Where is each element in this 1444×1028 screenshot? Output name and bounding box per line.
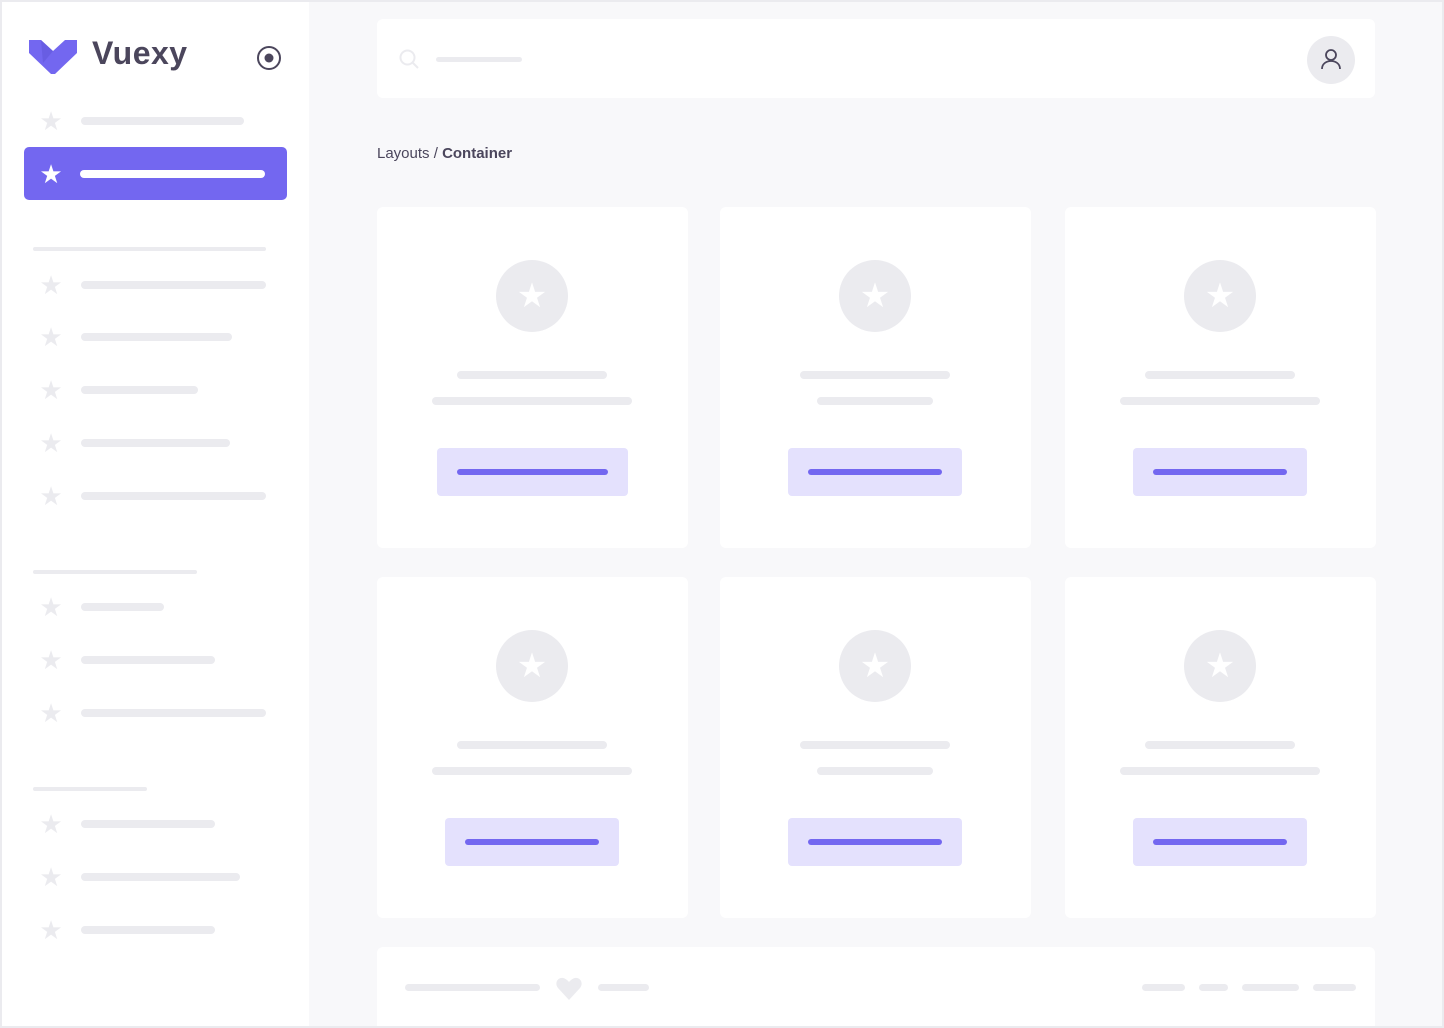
- card-text: [1120, 397, 1320, 405]
- sidebar-item[interactable]: [81, 820, 215, 828]
- card-button[interactable]: [1133, 818, 1307, 866]
- star-icon: ★: [39, 592, 63, 622]
- heart-icon: [556, 977, 582, 1000]
- search-input[interactable]: [436, 57, 522, 62]
- star-icon: ★: [39, 481, 63, 511]
- breadcrumb-current: Container: [442, 145, 513, 162]
- sidebar-section-divider: [33, 247, 266, 251]
- star-icon: ★: [39, 270, 63, 300]
- content-card: ★: [720, 207, 1031, 548]
- brand-name: Vuexy: [92, 35, 188, 71]
- sidebar-item[interactable]: [81, 926, 215, 934]
- star-icon: ★: [1184, 630, 1256, 702]
- sidebar: Vuexy ★ ★ ★ ★ ★ ★ ★ ★ ★ ★ ★ ★ ★: [2, 2, 309, 1026]
- card-title: [800, 371, 950, 379]
- card-text: [817, 767, 933, 775]
- breadcrumb-separator: /: [429, 145, 443, 162]
- card-text: [817, 397, 933, 405]
- star-icon: ★: [39, 809, 63, 839]
- footer-link[interactable]: [1142, 984, 1185, 991]
- sidebar-section-divider: [33, 570, 197, 574]
- radio-circle-icon[interactable]: [256, 45, 282, 71]
- star-icon: ★: [496, 630, 568, 702]
- content-card: ★: [377, 207, 688, 548]
- star-icon: ★: [39, 322, 63, 352]
- user-icon: [1321, 49, 1341, 70]
- sidebar-item[interactable]: [81, 603, 164, 611]
- star-icon: ★: [39, 159, 63, 189]
- star-icon: ★: [39, 862, 63, 892]
- star-icon: ★: [39, 915, 63, 945]
- sidebar-section-divider: [33, 787, 147, 791]
- sidebar-item[interactable]: [81, 117, 244, 125]
- sidebar-item[interactable]: [81, 386, 198, 394]
- star-icon: ★: [39, 645, 63, 675]
- card-text: [432, 767, 632, 775]
- star-icon: ★: [496, 260, 568, 332]
- card-title: [800, 741, 950, 749]
- card-title: [457, 371, 607, 379]
- card-button[interactable]: [445, 818, 619, 866]
- sidebar-item[interactable]: [81, 709, 266, 717]
- search-icon[interactable]: [399, 49, 419, 69]
- sidebar-item[interactable]: [81, 333, 232, 341]
- card-title: [1145, 371, 1295, 379]
- star-icon: ★: [39, 428, 63, 458]
- star-icon: ★: [839, 260, 911, 332]
- footer-text: [598, 984, 649, 991]
- star-icon: ★: [39, 375, 63, 405]
- card-title: [457, 741, 607, 749]
- star-icon: ★: [39, 106, 63, 136]
- star-icon: ★: [839, 630, 911, 702]
- footer-link[interactable]: [1199, 984, 1228, 991]
- sidebar-item-active[interactable]: ★: [24, 147, 287, 200]
- card-button[interactable]: [436, 448, 628, 496]
- card-text: [1120, 767, 1320, 775]
- content-card: ★: [377, 577, 688, 918]
- card-text: [432, 397, 632, 405]
- star-icon: ★: [39, 698, 63, 728]
- breadcrumb: Layouts / Container: [377, 145, 512, 162]
- sidebar-item[interactable]: [81, 492, 266, 500]
- card-button[interactable]: [1133, 448, 1307, 496]
- content-card: ★: [720, 577, 1031, 918]
- sidebar-item[interactable]: [81, 439, 230, 447]
- navbar: [377, 19, 1375, 98]
- sidebar-item-label: [80, 170, 265, 178]
- sidebar-item[interactable]: [81, 281, 266, 289]
- card-title: [1145, 741, 1295, 749]
- sidebar-item[interactable]: [81, 873, 240, 881]
- footer-link[interactable]: [1242, 984, 1299, 991]
- vuexy-logo-icon: [29, 40, 77, 74]
- breadcrumb-parent[interactable]: Layouts: [377, 145, 430, 162]
- avatar[interactable]: [1307, 36, 1355, 84]
- footer-link[interactable]: [1313, 984, 1356, 991]
- content-card: ★: [1065, 207, 1376, 548]
- card-button[interactable]: [788, 448, 962, 496]
- content-card: ★: [1065, 577, 1376, 918]
- sidebar-item[interactable]: [81, 656, 215, 664]
- card-button[interactable]: [788, 818, 962, 866]
- footer-text: [405, 984, 540, 991]
- star-icon: ★: [1184, 260, 1256, 332]
- footer: [377, 947, 1375, 1026]
